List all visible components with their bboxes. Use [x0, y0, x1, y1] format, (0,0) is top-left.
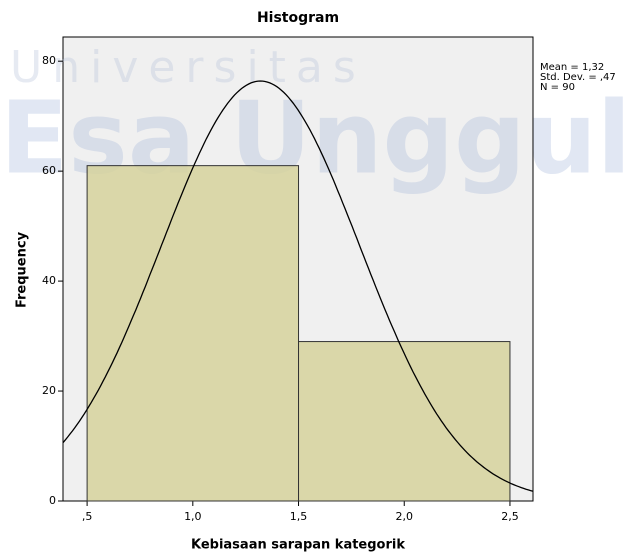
- normal-curve: [62, 80, 534, 492]
- x-axis-label: Kebiasaan sarapan kategorik: [191, 538, 405, 553]
- x-tick-label: 2,5: [501, 510, 519, 523]
- y-axis-label: Frequency: [15, 231, 30, 308]
- stat-label: N = 90: [540, 82, 575, 93]
- bar: [298, 341, 511, 502]
- y-tick-label: 80: [42, 54, 56, 67]
- y-tick-label: 40: [42, 274, 56, 287]
- x-tick-label: 1,0: [184, 510, 202, 523]
- chart-title: Histogram: [257, 10, 339, 26]
- x-tick-label: 1,5: [290, 510, 308, 523]
- bar: [86, 165, 300, 502]
- stat-label: Std. Dev. = ,47: [540, 72, 616, 83]
- y-tick-label: 60: [42, 164, 56, 177]
- watermark: Universitas: [10, 42, 366, 93]
- stat-label: Mean = 1,32: [540, 62, 604, 73]
- y-tick-label: 0: [49, 494, 56, 507]
- x-tick-label: ,5: [82, 510, 93, 523]
- y-tick-label: 20: [42, 384, 56, 397]
- x-tick-label: 2,0: [395, 510, 413, 523]
